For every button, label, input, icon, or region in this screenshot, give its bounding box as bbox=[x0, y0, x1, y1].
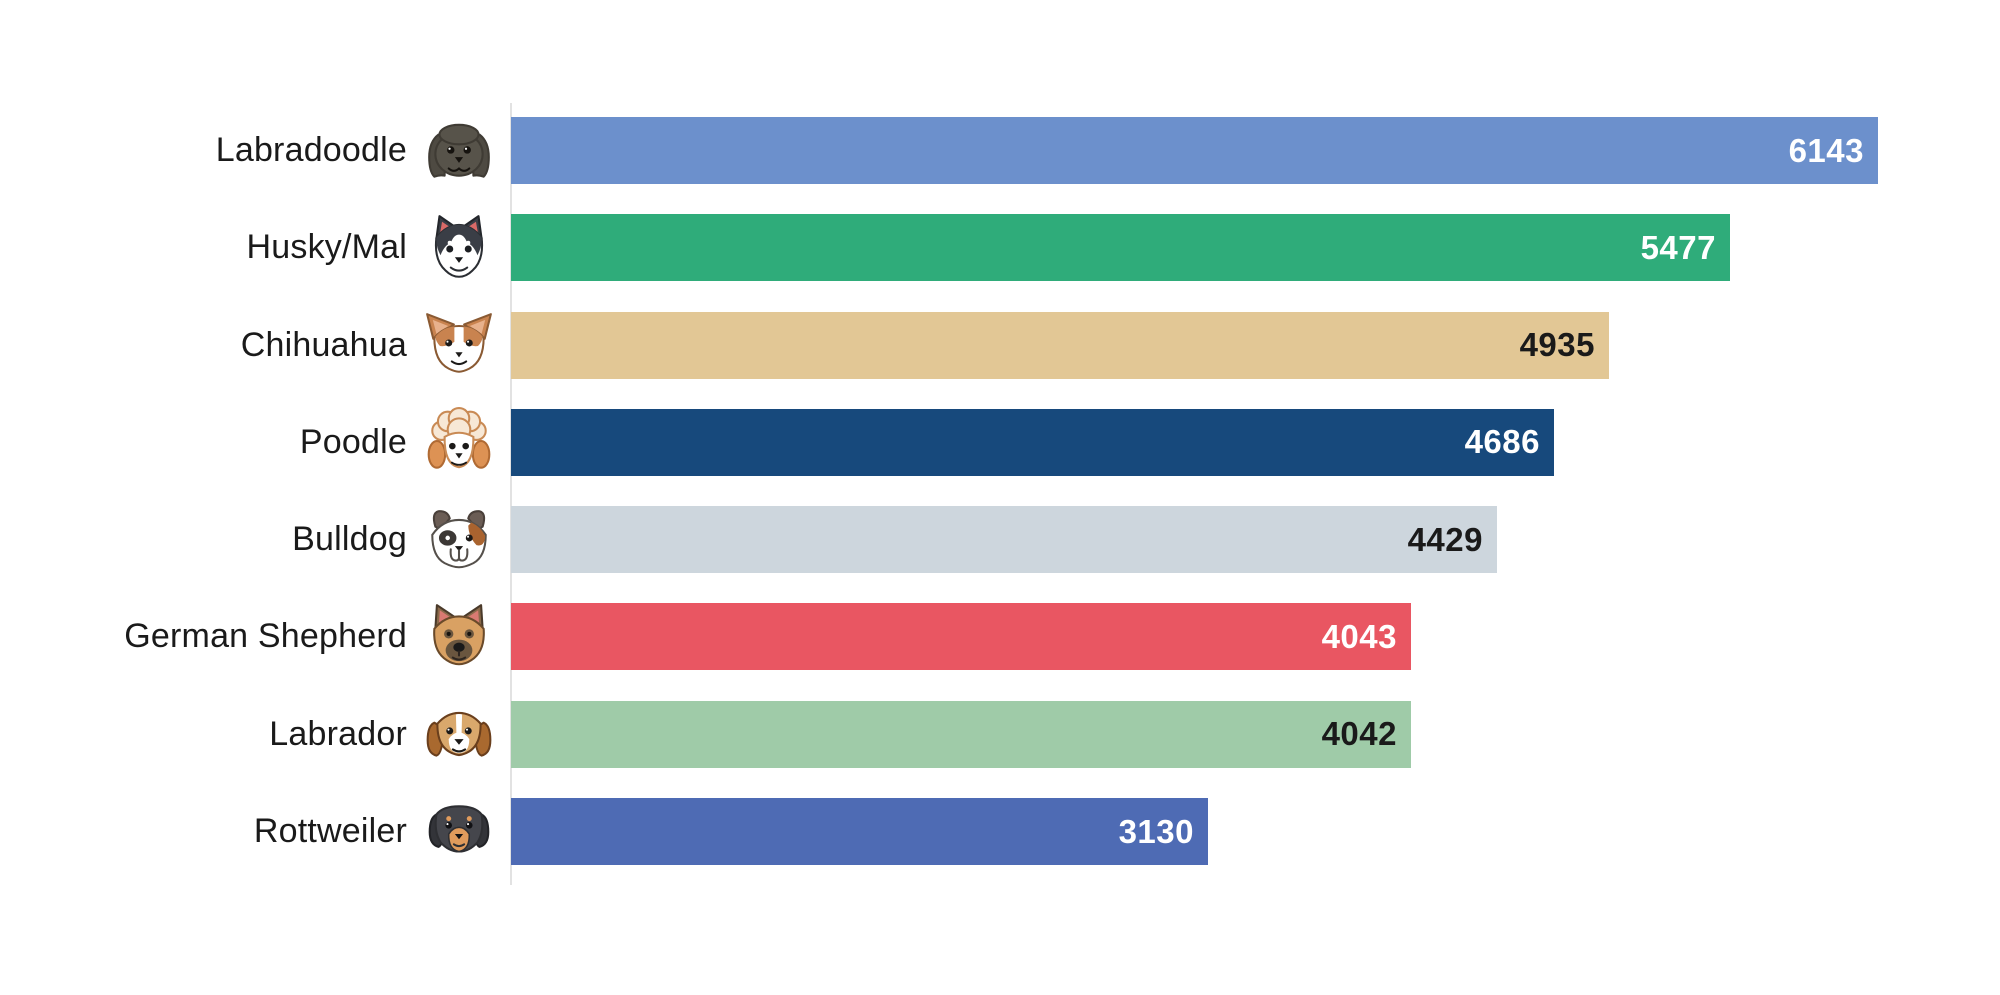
bar-track: 3130 bbox=[511, 798, 2000, 866]
bar-track: 6143 bbox=[511, 117, 2000, 184]
bar: 3130 bbox=[511, 798, 1208, 866]
breed-icon-cell bbox=[407, 503, 511, 577]
chart-rows: Labradoodle 6143 Husky/Mal bbox=[0, 117, 2000, 866]
bar-value-label: 4686 bbox=[1464, 423, 1540, 461]
bar-track: 4042 bbox=[511, 700, 2000, 768]
category-label: Poodle bbox=[299, 422, 407, 461]
bar-value-label: 4429 bbox=[1407, 520, 1483, 558]
rottweiler-icon bbox=[428, 804, 490, 853]
category-label: Bulldog bbox=[292, 520, 407, 559]
bar-row: Labradoodle 6143 bbox=[0, 117, 2000, 184]
bar-track: 4429 bbox=[511, 506, 2000, 574]
bar: 4935 bbox=[511, 311, 1609, 379]
bar-row: Husky/Mal 5477 bbox=[0, 214, 2000, 282]
category-label: Chihuahua bbox=[240, 325, 407, 364]
bar-track: 4935 bbox=[511, 311, 2000, 379]
category-label: Rottweiler bbox=[253, 812, 407, 851]
breed-icon-cell bbox=[407, 795, 511, 869]
bar: 4429 bbox=[511, 506, 1497, 574]
bar-value-label: 4043 bbox=[1321, 617, 1397, 655]
breed-icon-cell bbox=[407, 600, 511, 674]
bar: 4686 bbox=[511, 408, 1554, 476]
breed-icon-cell bbox=[407, 114, 511, 188]
bar: 4043 bbox=[511, 603, 1411, 671]
bar-track: 4686 bbox=[511, 408, 2000, 476]
bar-track: 4043 bbox=[511, 603, 2000, 671]
bar-row: Chihuahua 4935 bbox=[0, 311, 2000, 379]
bar-row: German Shepherd 4043 bbox=[0, 603, 2000, 671]
bar-value-label: 4935 bbox=[1519, 326, 1595, 364]
category-label: Labradoodle bbox=[215, 131, 407, 169]
bar-value-label: 6143 bbox=[1788, 131, 1864, 169]
breed-icon-cell bbox=[407, 697, 511, 771]
bar: 6143 bbox=[511, 117, 1878, 184]
bar: 5477 bbox=[511, 214, 1730, 282]
bar-row: Bulldog 4429 bbox=[0, 506, 2000, 574]
labradoodle-icon bbox=[428, 123, 490, 178]
german-shepherd-icon bbox=[433, 604, 485, 666]
bar-row: Labrador 4042 bbox=[0, 700, 2000, 768]
category-label: Labrador bbox=[269, 714, 407, 753]
labrador-icon bbox=[426, 712, 492, 757]
bar-value-label: 3130 bbox=[1118, 812, 1194, 850]
chihuahua-icon bbox=[426, 313, 492, 373]
bar-value-label: 4042 bbox=[1321, 715, 1397, 753]
bar-track: 5477 bbox=[511, 214, 2000, 282]
breed-icon-cell bbox=[407, 211, 511, 285]
bulldog-icon bbox=[431, 509, 487, 568]
category-label: Husky/Mal bbox=[246, 228, 407, 267]
husky-icon bbox=[434, 214, 484, 278]
bar-row: Rottweiler 3130 bbox=[0, 798, 2000, 866]
breed-icon-cell bbox=[407, 308, 511, 382]
poodle-icon bbox=[427, 407, 491, 470]
bar-value-label: 5477 bbox=[1640, 228, 1716, 266]
category-label: German Shepherd bbox=[124, 617, 407, 656]
bar-row: Poodle 4686 bbox=[0, 407, 2000, 476]
bar: 4042 bbox=[511, 700, 1411, 768]
breed-icon-cell bbox=[407, 405, 511, 479]
y-axis-line bbox=[510, 103, 512, 885]
